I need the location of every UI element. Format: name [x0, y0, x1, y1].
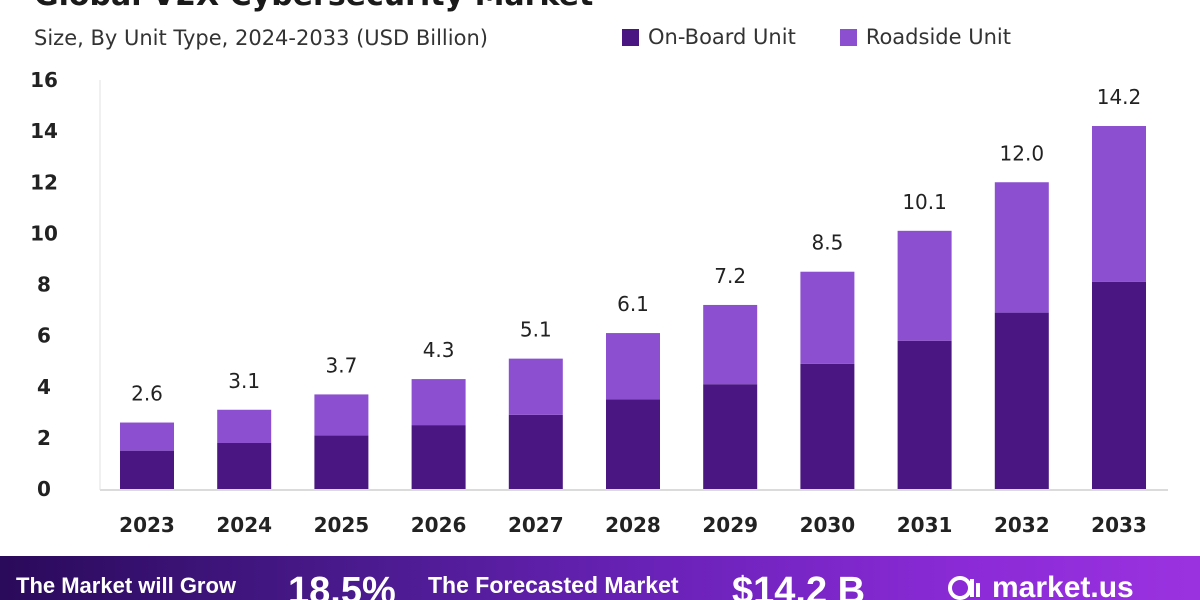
- chart-subtitle: Size, By Unit Type, 2024-2033 (USD Billi…: [34, 26, 488, 50]
- bar-segment-roadside: [703, 304, 758, 385]
- y-tick-label: 0: [37, 477, 51, 501]
- bar-segment-on-board: [314, 435, 369, 489]
- x-tick-label: 2033: [1091, 513, 1147, 537]
- bar-segment-roadside: [897, 230, 952, 341]
- footer-grow-label: The Market will Grow: [16, 573, 237, 598]
- y-tick-label: 6: [37, 324, 51, 348]
- legend-item-roadside: Roadside Unit: [839, 25, 1011, 49]
- y-tick-label: 16: [30, 68, 58, 92]
- bar-segment-roadside: [314, 394, 369, 436]
- y-tick-label: 14: [30, 119, 58, 143]
- bar-segment-on-board: [120, 450, 174, 489]
- legend-label-on-board: On-Board Unit: [648, 25, 796, 49]
- bar-total-label: 3.7: [325, 353, 357, 377]
- footer-forecast-value: $14.2 B: [732, 570, 866, 600]
- bar-segment-on-board: [800, 363, 855, 489]
- x-tick-label: 2029: [702, 513, 758, 537]
- bar-total-label: 4.3: [423, 338, 455, 362]
- bar-total-label: 3.1: [228, 369, 260, 393]
- bar-total-label: 12.0: [1000, 141, 1045, 165]
- market-us-logo-icon: [948, 576, 980, 600]
- bar-segment-on-board: [217, 442, 272, 489]
- chart-legend: On-Board Unit Roadside Unit: [622, 25, 1011, 49]
- bar-segment-on-board: [703, 384, 758, 489]
- bar-total-label: 14.2: [1097, 85, 1142, 109]
- bar-segment-roadside: [800, 271, 855, 364]
- bar-segment-on-board: [897, 340, 952, 489]
- bar-segment-roadside: [411, 379, 466, 426]
- legend-item-on-board: On-Board Unit: [622, 25, 796, 49]
- footer-brand-name: market.us: [992, 571, 1134, 600]
- page-title: Global V2X Cybersecurity Market: [34, 0, 593, 13]
- y-tick-label: 10: [30, 221, 58, 245]
- bar-segment-on-board: [411, 425, 466, 489]
- bar-segment-on-board: [1092, 281, 1146, 489]
- bar-segment-roadside: [217, 409, 272, 443]
- bar-segment-roadside: [120, 422, 174, 451]
- x-tick-label: 2031: [897, 513, 953, 537]
- footer-brand: market.us: [948, 571, 1134, 600]
- x-tick-label: 2032: [994, 513, 1050, 537]
- bar-segment-roadside: [508, 358, 563, 415]
- bar-segment-on-board: [508, 414, 563, 489]
- legend-swatch-roadside: [839, 28, 857, 46]
- bar-total-label: 6.1: [617, 292, 649, 316]
- bar-total-label: 8.5: [811, 231, 843, 255]
- legend-swatch-on-board: [622, 28, 639, 46]
- bar-total-label: 7.2: [714, 264, 746, 288]
- bar-segment-on-board: [994, 312, 1049, 489]
- y-tick-label: 4: [37, 375, 51, 399]
- legend-label-roadside: Roadside Unit: [865, 25, 1011, 49]
- bar-total-label: 10.1: [902, 190, 947, 214]
- x-tick-label: 2030: [800, 513, 856, 537]
- bar-segment-roadside: [994, 182, 1049, 313]
- bar-total-label: 2.6: [131, 382, 163, 406]
- x-tick-label: 2023: [119, 513, 175, 537]
- bar-chart: 0 2 4 6 8 10 12 14 16 2.6 2023 3.1 2024 3.7 2025 4.3 202…: [30, 68, 1168, 537]
- footer-banner: The Market will Grow 18.5% The Forecaste…: [0, 556, 1200, 600]
- bar-total-label: 5.1: [520, 318, 552, 342]
- x-tick-label: 2027: [508, 513, 564, 537]
- y-tick-label: 8: [37, 273, 51, 297]
- y-tick-label: 12: [30, 170, 58, 194]
- footer-forecast-label: The Forecasted Market: [428, 572, 679, 598]
- bar-segment-on-board: [606, 399, 660, 489]
- x-tick-label: 2024: [216, 513, 272, 537]
- y-tick-label: 2: [37, 426, 51, 450]
- x-tick-label: 2025: [314, 513, 370, 537]
- footer-cagr-value: 18.5%: [288, 570, 396, 600]
- bar-segment-roadside: [606, 333, 660, 400]
- bar-segment-roadside: [1092, 126, 1146, 282]
- x-tick-label: 2026: [411, 513, 467, 537]
- x-tick-label: 2028: [605, 513, 661, 537]
